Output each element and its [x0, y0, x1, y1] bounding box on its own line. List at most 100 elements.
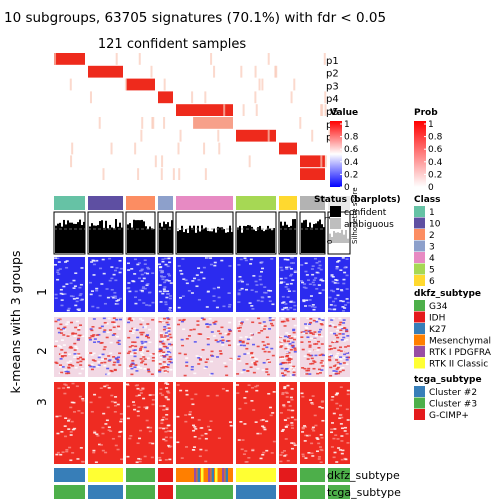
- heatmap-cell: [310, 452, 314, 455]
- heatmap-cell: [289, 257, 293, 259]
- prob-speck: [137, 168, 140, 180]
- heatmap-cell: [206, 338, 210, 340]
- heatmap-cell: [311, 333, 315, 335]
- heatmap-cell: [345, 338, 349, 341]
- heatmap-cell: [317, 456, 321, 458]
- heatmap-cell: [57, 387, 61, 390]
- legend-class-swatch-2: [414, 229, 425, 240]
- heatmap-cell: [265, 368, 269, 370]
- heatmap-cell: [127, 269, 131, 271]
- heatmap-cell: [162, 409, 166, 411]
- heatmap-cell: [319, 461, 323, 463]
- heatmap-cell: [308, 304, 312, 307]
- silhouette-bar-ambiguous: [333, 231, 335, 243]
- heatmap-cell: [63, 392, 67, 395]
- heatmap-cell: [103, 385, 107, 388]
- heatmap-cell: [168, 362, 172, 364]
- heatmap-cell: [329, 323, 333, 325]
- heatmap-cell: [162, 367, 166, 369]
- heatmap-cell: [102, 272, 106, 275]
- heatmap-cell: [79, 356, 83, 359]
- heatmap-cell: [143, 346, 147, 349]
- silhouette-bar: [183, 232, 185, 253]
- heatmap-cell: [284, 438, 288, 440]
- heatmap-cell: [115, 267, 119, 269]
- heatmap-cell: [315, 262, 319, 264]
- heatmap-cell: [162, 351, 166, 354]
- heatmap-cell: [141, 354, 145, 356]
- heatmap-cell: [238, 407, 242, 410]
- heatmap-cell: [116, 325, 120, 328]
- heatmap-cell: [319, 362, 323, 364]
- heatmap-cell: [95, 287, 99, 290]
- heatmap-cell: [67, 307, 71, 310]
- heatmap-cell: [340, 427, 344, 430]
- heatmap-cell: [338, 367, 342, 370]
- heatmap-cell: [161, 292, 165, 295]
- silhouette-bar: [75, 223, 77, 253]
- heatmap-cell: [160, 271, 164, 274]
- heatmap-cell: [141, 287, 145, 290]
- silhouette-bar: [255, 231, 257, 253]
- heatmap-cell: [106, 296, 110, 299]
- heatmap-cell: [185, 446, 189, 448]
- tcga-track-cell: [126, 485, 155, 499]
- legend-class-swatch-6: [414, 275, 425, 286]
- heatmap-cell: [307, 369, 311, 372]
- heatmap-cell: [115, 318, 119, 321]
- heatmap-cell: [279, 356, 283, 359]
- heatmap-cell: [238, 360, 242, 362]
- dkfz-track-speck: [194, 468, 197, 482]
- heatmap-cell: [191, 280, 195, 282]
- dkfz-track-cell: [54, 468, 85, 482]
- heatmap-cell: [284, 425, 288, 428]
- heatmap-cell: [118, 271, 122, 274]
- heatmap-cell: [285, 367, 289, 370]
- heatmap-cell: [77, 334, 81, 337]
- heatmap-cell: [60, 304, 64, 307]
- silhouette-tick-0: 0: [326, 240, 334, 244]
- heatmap-cell: [132, 327, 136, 330]
- heatmap-cell: [270, 347, 274, 350]
- heatmap-cell: [290, 447, 294, 450]
- heatmap-cell: [96, 306, 100, 309]
- heatmap-cell: [92, 318, 96, 320]
- heatmap-cell: [258, 322, 262, 324]
- heatmap-cell: [312, 360, 316, 362]
- heatmap-cell: [336, 366, 340, 369]
- prob-speck: [204, 91, 207, 104]
- heatmap-cell: [308, 399, 312, 401]
- heatmap-cell: [345, 356, 349, 359]
- heatmap-cell: [289, 363, 293, 365]
- heatmap-cell: [192, 446, 196, 448]
- heatmap-cell: [237, 358, 241, 360]
- silhouette-bar: [67, 220, 69, 253]
- heatmap-cell: [286, 424, 290, 426]
- heatmap-cell: [160, 366, 164, 369]
- heatmap-cell: [272, 440, 276, 443]
- heatmap-cell: [178, 296, 182, 299]
- heatmap-cell: [292, 318, 296, 320]
- heatmap-cell: [238, 326, 242, 329]
- heatmap-cell: [237, 330, 241, 332]
- heatmap-cell: [81, 397, 85, 400]
- prob-speck: [320, 104, 323, 116]
- heatmap-cell: [142, 397, 146, 400]
- heatmap-cell: [139, 358, 143, 360]
- heatmap-cell: [333, 282, 337, 284]
- heatmap-cell: [343, 307, 347, 309]
- heatmap-cell: [75, 347, 79, 350]
- heatmap-cell: [188, 411, 192, 413]
- heatmap-cell: [315, 437, 319, 439]
- silhouette-bar: [169, 226, 171, 253]
- heatmap-cell: [58, 268, 62, 270]
- prob-speck: [248, 155, 251, 168]
- heatmap-cell: [346, 393, 350, 396]
- heatmap-cell: [341, 257, 345, 259]
- prob-speck: [154, 155, 157, 168]
- heatmap-cell: [251, 356, 255, 359]
- heatmap-cell: [265, 449, 269, 452]
- heatmap-cell: [177, 265, 181, 267]
- heatmap-cell: [225, 389, 229, 392]
- heatmap-cell: [198, 358, 202, 360]
